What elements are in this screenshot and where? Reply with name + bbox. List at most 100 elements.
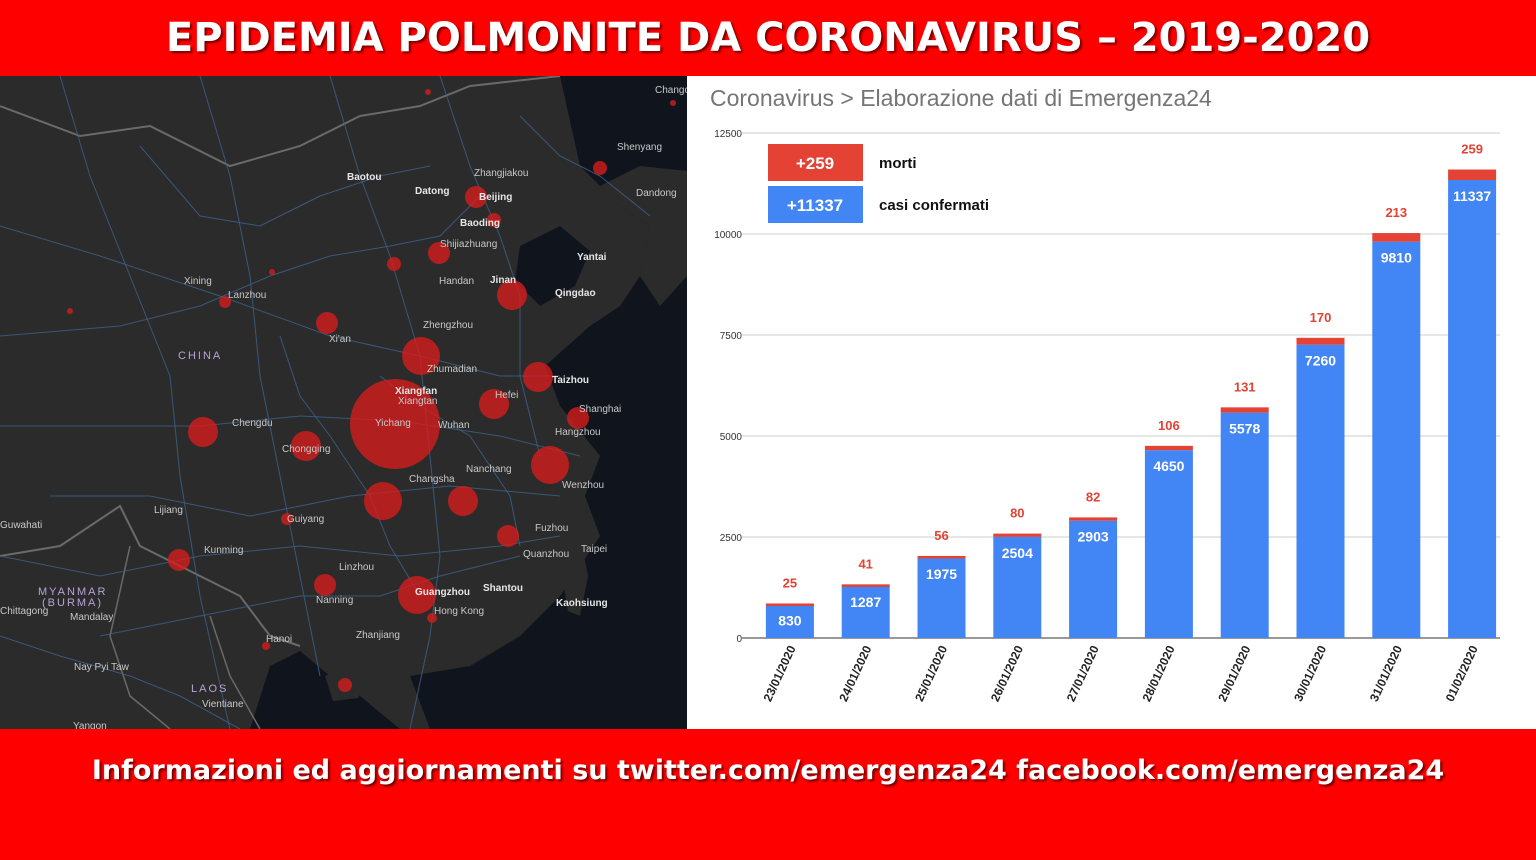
road-line xyxy=(0,415,581,457)
x-tick-label: 26/01/2020 xyxy=(988,643,1026,704)
hotspot-circle xyxy=(387,257,401,271)
road-line xyxy=(0,635,241,729)
bar-confirmed xyxy=(1296,344,1345,638)
hotspot-circle xyxy=(427,613,437,623)
hotspot-circle xyxy=(497,280,527,310)
legend-badge-text: +11337 xyxy=(787,196,843,215)
city-label: Datong xyxy=(415,186,449,197)
road-line xyxy=(439,76,541,457)
hotspot-circle xyxy=(531,446,569,484)
legend-badge-text: +259 xyxy=(796,154,834,173)
taiwan-island xyxy=(563,546,588,616)
hotspot-circle xyxy=(523,362,553,392)
legend-badge xyxy=(768,186,863,223)
city-label: Hangzhou xyxy=(555,427,601,438)
region-label: LAOS xyxy=(191,683,228,695)
bar-value-label: 4650 xyxy=(1153,458,1184,474)
y-tick-label: 0 xyxy=(736,634,742,645)
deaths-value-label: 170 xyxy=(1310,310,1332,325)
bar-confirmed xyxy=(917,558,966,638)
hotspot-circle xyxy=(364,482,402,520)
road-line xyxy=(279,335,421,597)
bar-confirmed xyxy=(1144,450,1193,638)
hotspot-circle xyxy=(425,89,431,95)
city-label: Quanzhou xyxy=(523,549,569,560)
road-line xyxy=(519,115,651,217)
hotspot-circle xyxy=(314,574,336,596)
road-line xyxy=(0,195,481,337)
city-label: Zhengzhou xyxy=(423,320,473,331)
city-label: Shantou xyxy=(483,583,523,594)
footer-text: Informazioni ed aggiornamenti su twitter… xyxy=(91,755,1445,786)
city-label: Hefei xyxy=(495,390,518,401)
hotspot-circle xyxy=(269,269,275,275)
city-label: Nay Pyi Taw xyxy=(74,662,130,673)
city-label: Baotou xyxy=(347,172,381,183)
city-label: Lanzhou xyxy=(228,290,266,301)
hotspot-circle xyxy=(402,337,440,375)
bar-value-label: 11337 xyxy=(1453,188,1491,204)
x-tick-label: 29/01/2020 xyxy=(1215,643,1253,704)
bar-value-label: 1287 xyxy=(850,594,881,610)
border-line xyxy=(0,76,561,168)
city-label: Kaohsiung xyxy=(556,598,608,609)
x-tick-label: 01/02/2020 xyxy=(1443,643,1481,704)
bar-deaths xyxy=(1448,169,1497,180)
bar-value-label: 9810 xyxy=(1381,250,1412,266)
y-tick-label: 7500 xyxy=(720,331,743,342)
city-label: Xining xyxy=(184,276,212,287)
y-tick-label: 12500 xyxy=(714,129,742,140)
city-labels: Baotou Datong Zhangjiakou Beijing Baoding Shi… xyxy=(0,85,687,729)
chart-title: Coronavirus > Elaborazione dati di Emerg… xyxy=(710,85,1212,111)
y-tick-label: 10000 xyxy=(714,230,742,241)
city-label: Changsha xyxy=(409,474,455,485)
bar-value-label: 7260 xyxy=(1305,353,1336,369)
hotspot-circle xyxy=(428,242,450,264)
city-label: Qingdao xyxy=(555,288,596,299)
city-label: Chittagong xyxy=(0,606,48,617)
hotspot-circle xyxy=(188,417,218,447)
bar-deaths xyxy=(1144,445,1193,451)
city-label: Chengdu xyxy=(232,418,273,429)
city-label: Xiangtan xyxy=(398,396,437,407)
city-label: Chongqing xyxy=(282,444,330,455)
bar-chart: Coronavirus > Elaborazione dati di Emerg… xyxy=(710,85,1500,704)
page-title: EPIDEMIA POLMONITE DA CORONAVIRUS – 2019… xyxy=(165,15,1371,61)
road-line xyxy=(199,76,321,677)
region-label: CHINA xyxy=(178,350,222,362)
city-label: Taipei xyxy=(581,544,607,555)
city-label: Nanning xyxy=(316,595,353,606)
city-label: Linzhou xyxy=(339,562,374,573)
x-tick-label: 23/01/2020 xyxy=(761,643,799,704)
hotspot-circle xyxy=(497,525,519,547)
city-label: Hong Kong xyxy=(434,606,484,617)
region-label: (BURMA) xyxy=(42,597,103,609)
city-label: Kunming xyxy=(204,545,243,556)
bar-deaths xyxy=(1372,233,1421,242)
bar-deaths xyxy=(993,533,1042,537)
y-axis: 0 2500 5000 7500 10000 12500 xyxy=(714,129,742,645)
bar-deaths xyxy=(917,555,966,559)
x-tick-label: 25/01/2020 xyxy=(912,643,950,704)
deaths-value-label: 56 xyxy=(934,528,948,543)
city-label: Xiangfan xyxy=(395,386,437,397)
bar-deaths xyxy=(841,584,890,587)
bar-confirmed xyxy=(1069,520,1118,638)
legend-label: morti xyxy=(879,155,917,172)
deaths-value-label: 213 xyxy=(1385,205,1407,220)
city-label: Guwahati xyxy=(0,520,42,531)
hotspot-circle xyxy=(487,213,501,227)
x-tick-label: 27/01/2020 xyxy=(1064,643,1102,704)
hotspot-circle xyxy=(567,407,589,429)
city-label: Shijiazhuang xyxy=(440,239,497,250)
bar-confirmed xyxy=(841,586,890,638)
x-tick-label: 31/01/2020 xyxy=(1367,643,1405,704)
road-line xyxy=(0,535,561,577)
city-label: Wenzhou xyxy=(562,480,604,491)
road-line xyxy=(99,555,521,637)
legend-badge xyxy=(768,144,863,181)
city-label: Guangzhou xyxy=(415,587,470,598)
header-banner: EPIDEMIA POLMONITE DA CORONAVIRUS – 2019… xyxy=(0,0,1536,76)
bar-value-label: 1975 xyxy=(926,566,957,582)
hotspot-circle xyxy=(670,100,676,106)
